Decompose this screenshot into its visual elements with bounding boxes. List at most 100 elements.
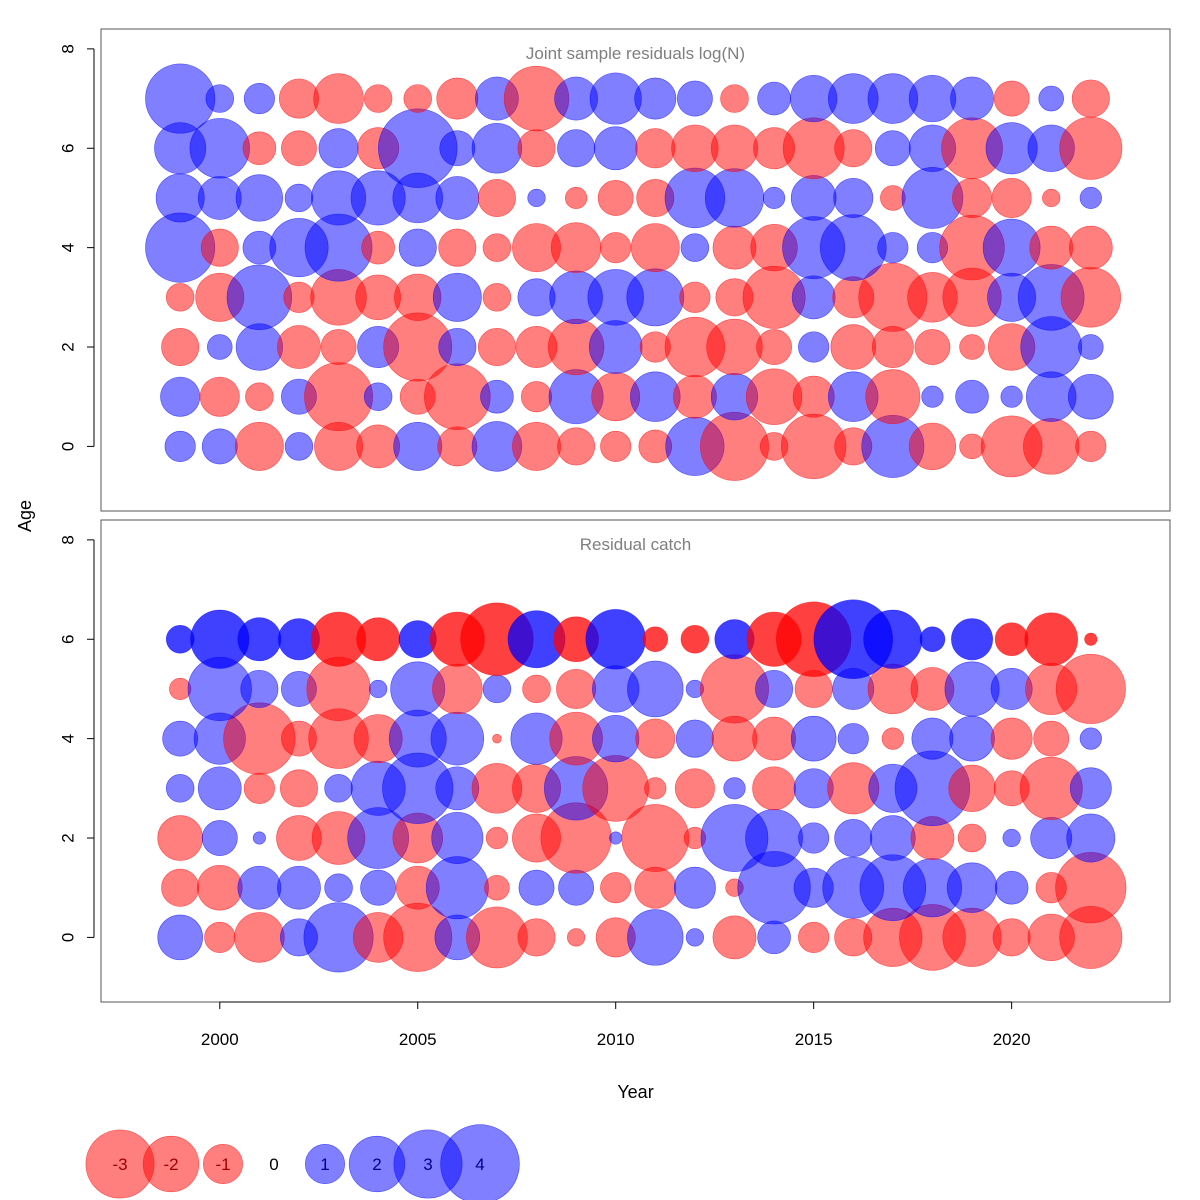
residual-bubble bbox=[245, 382, 274, 411]
residual-bubble bbox=[558, 869, 595, 906]
x-tick-label: 2005 bbox=[399, 1030, 437, 1049]
residual-bubble bbox=[313, 73, 364, 124]
residual-bubble bbox=[955, 379, 989, 414]
residual-bubble bbox=[550, 222, 602, 273]
residual-bubble bbox=[207, 334, 233, 360]
residual-bubble bbox=[1069, 767, 1112, 810]
residual-bubble bbox=[281, 130, 317, 167]
residual-bubble bbox=[921, 385, 944, 408]
residual-bubble bbox=[527, 188, 546, 208]
residual-bubble bbox=[752, 766, 796, 811]
residual-bubble bbox=[304, 362, 373, 432]
residual-bubble bbox=[369, 679, 388, 699]
residual-bubble bbox=[950, 76, 994, 121]
residual-bubble bbox=[517, 918, 556, 957]
residual-bubble bbox=[234, 421, 284, 471]
residual-bubble bbox=[398, 228, 437, 267]
residual-bubble bbox=[600, 430, 632, 462]
residual-bubble bbox=[320, 329, 357, 365]
x-tick-label: 2015 bbox=[795, 1030, 833, 1049]
residual-bubble bbox=[908, 422, 957, 471]
residual-bubble bbox=[635, 718, 676, 759]
residual-bubble bbox=[242, 131, 277, 166]
residual-bubble bbox=[431, 812, 484, 865]
residual-bubble bbox=[477, 178, 516, 217]
y-tick-label: 4 bbox=[58, 734, 77, 743]
residual-bubble bbox=[593, 126, 638, 171]
residual-bubble bbox=[518, 869, 555, 906]
legend-item: -3 bbox=[85, 1129, 155, 1199]
y-tick-label: 8 bbox=[58, 44, 77, 53]
residual-bubble bbox=[704, 168, 765, 228]
residual-bubble bbox=[1038, 85, 1064, 112]
x-tick-label: 2000 bbox=[201, 1030, 239, 1049]
residual-bubble bbox=[959, 433, 985, 460]
residual-bubble bbox=[597, 180, 634, 216]
residual-bubble bbox=[756, 329, 792, 365]
residual-bubble bbox=[283, 281, 315, 313]
residual-bubble bbox=[723, 777, 746, 800]
residual-bubble bbox=[306, 656, 371, 722]
residual-bubble bbox=[706, 318, 763, 376]
residual-bubble bbox=[685, 928, 704, 947]
legend-bubble bbox=[142, 1135, 200, 1193]
residual-bubble bbox=[870, 815, 916, 861]
residual-bubble bbox=[237, 865, 282, 910]
y-tick-label: 6 bbox=[58, 144, 77, 153]
panel-joint-sample-residuals: Joint sample residuals log(N) 0 2 4 6 8 bbox=[58, 28, 1171, 512]
residual-bubble bbox=[834, 129, 873, 168]
legend-item: -1 bbox=[203, 1144, 244, 1185]
residual-bubble bbox=[155, 173, 205, 223]
residual-bubble bbox=[791, 275, 836, 320]
residual-bubble bbox=[673, 374, 717, 419]
legend-label: 2 bbox=[372, 1155, 381, 1174]
residual-bubble bbox=[356, 617, 401, 662]
residual-bubble bbox=[1002, 828, 1021, 848]
residual-bubble bbox=[865, 369, 921, 425]
residual-bubble bbox=[644, 777, 667, 800]
y-axis: 0 2 4 6 8 bbox=[58, 535, 95, 942]
residual-bubble bbox=[1079, 727, 1102, 750]
residual-bubble bbox=[881, 727, 904, 750]
legend-label: -2 bbox=[163, 1155, 178, 1174]
residual-bubble bbox=[874, 130, 911, 167]
residual-bubble bbox=[482, 283, 512, 312]
residual-bubble bbox=[949, 715, 995, 762]
residual-bubble bbox=[589, 72, 642, 125]
x-axis-title: Year bbox=[617, 1082, 653, 1102]
residual-bubble bbox=[438, 328, 477, 367]
residual-bubble bbox=[197, 766, 242, 811]
residual-bubble bbox=[240, 669, 279, 708]
residual-bubble bbox=[582, 755, 649, 822]
residual-bubble bbox=[609, 831, 623, 845]
residual-bubble bbox=[700, 411, 769, 481]
residual-bubble bbox=[482, 233, 512, 262]
residual-bubble bbox=[959, 334, 985, 360]
bubble-group bbox=[145, 63, 1123, 481]
residual-bubble bbox=[720, 84, 749, 113]
residual-bubble bbox=[790, 175, 837, 221]
residual-bubble bbox=[630, 371, 681, 422]
residual-bubble bbox=[1023, 418, 1080, 475]
residual-bubble bbox=[204, 921, 236, 953]
residual-bubble bbox=[235, 323, 283, 371]
residual-bubble bbox=[361, 230, 395, 265]
legend-item: -2 bbox=[142, 1135, 200, 1193]
residual-bubble bbox=[880, 185, 906, 211]
residual-bubble bbox=[1078, 334, 1104, 360]
legend-label: 1 bbox=[320, 1155, 329, 1174]
residual-bubble bbox=[356, 424, 401, 469]
residual-bubble bbox=[235, 174, 283, 222]
residual-bubble bbox=[277, 865, 321, 910]
residual-bubble bbox=[1066, 813, 1116, 863]
panel-residual-catch: Residual catch 0 2 4 6 8 bbox=[58, 519, 1171, 1003]
residual-bubble bbox=[161, 868, 200, 907]
residual-bubble bbox=[164, 430, 196, 462]
residual-bubble bbox=[200, 228, 239, 267]
residual-bubble bbox=[436, 77, 479, 120]
residual-bubble bbox=[432, 663, 483, 715]
residual-bubble bbox=[626, 268, 685, 327]
residual-bubble bbox=[871, 326, 914, 368]
size-legend: -3 -2 -1 0 1 2 3 4 bbox=[85, 1124, 520, 1200]
residual-bubble bbox=[919, 626, 946, 653]
